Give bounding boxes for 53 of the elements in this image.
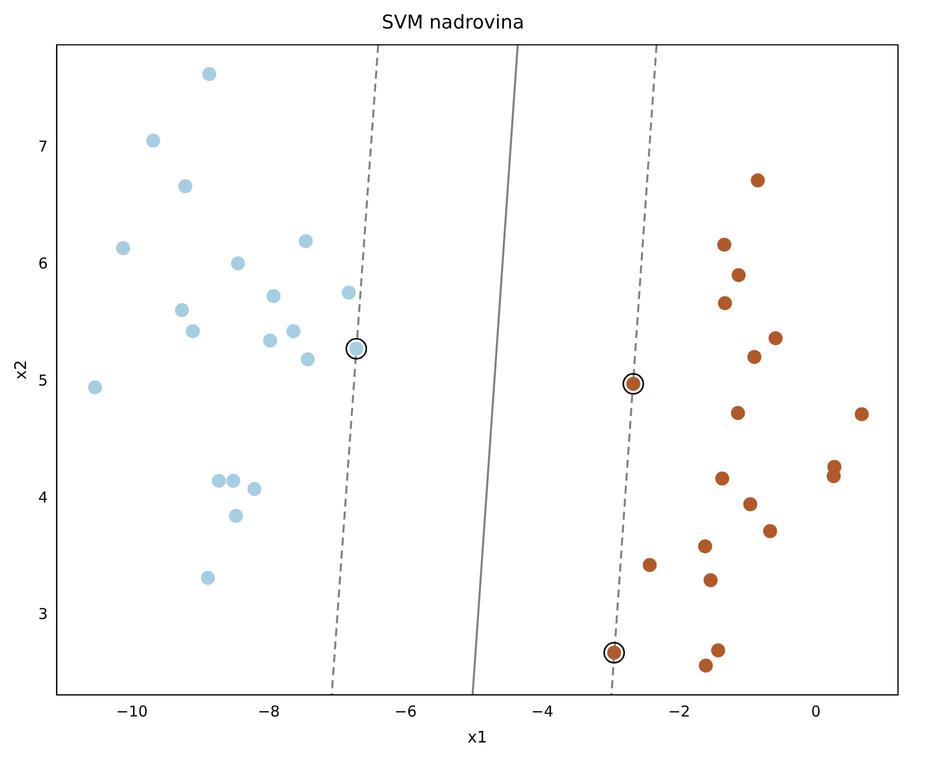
x-tick-label: −10	[116, 702, 148, 721]
point	[286, 324, 300, 338]
x-tick-label: −6	[394, 702, 417, 721]
point	[202, 67, 216, 82]
point	[178, 179, 192, 194]
point	[730, 406, 745, 420]
point	[854, 407, 869, 422]
point	[622, 373, 644, 395]
point	[704, 573, 718, 588]
point	[715, 472, 730, 486]
point	[717, 238, 732, 252]
x-tick-label: −8	[258, 702, 280, 721]
point	[698, 658, 713, 673]
point	[298, 234, 313, 248]
y-tick-label: 4	[38, 488, 48, 506]
point	[342, 286, 356, 300]
point	[750, 173, 765, 188]
point	[768, 331, 783, 346]
point	[212, 474, 226, 488]
point	[698, 539, 712, 554]
point	[266, 289, 281, 304]
chart-title: SVM nadrovina	[382, 11, 524, 34]
point	[226, 474, 240, 488]
point	[263, 334, 278, 348]
y-tick-label: 6	[38, 254, 48, 272]
point	[228, 508, 243, 523]
point	[247, 482, 262, 496]
point	[174, 303, 189, 318]
point	[743, 497, 758, 512]
point	[200, 570, 215, 585]
x-tick-label: −2	[668, 702, 690, 721]
y-axis-title: x2	[10, 360, 30, 380]
x-tick-label: 0	[811, 702, 821, 721]
point	[711, 643, 726, 658]
point	[186, 324, 200, 338]
x-axis-title: x1	[468, 728, 488, 747]
y-tick-label: 3	[38, 605, 48, 624]
point	[718, 296, 732, 310]
point	[346, 338, 368, 360]
point	[732, 268, 746, 282]
point	[763, 524, 778, 538]
point	[603, 642, 625, 664]
point	[300, 352, 315, 366]
point	[230, 256, 245, 270]
point	[146, 134, 160, 148]
point	[747, 350, 762, 364]
y-tick-label: 5	[38, 371, 48, 390]
point	[826, 469, 841, 484]
x-tick-label: −4	[531, 702, 554, 721]
point	[642, 558, 657, 572]
y-tick-label: 7	[38, 138, 48, 156]
point	[116, 241, 130, 256]
point	[88, 380, 102, 394]
